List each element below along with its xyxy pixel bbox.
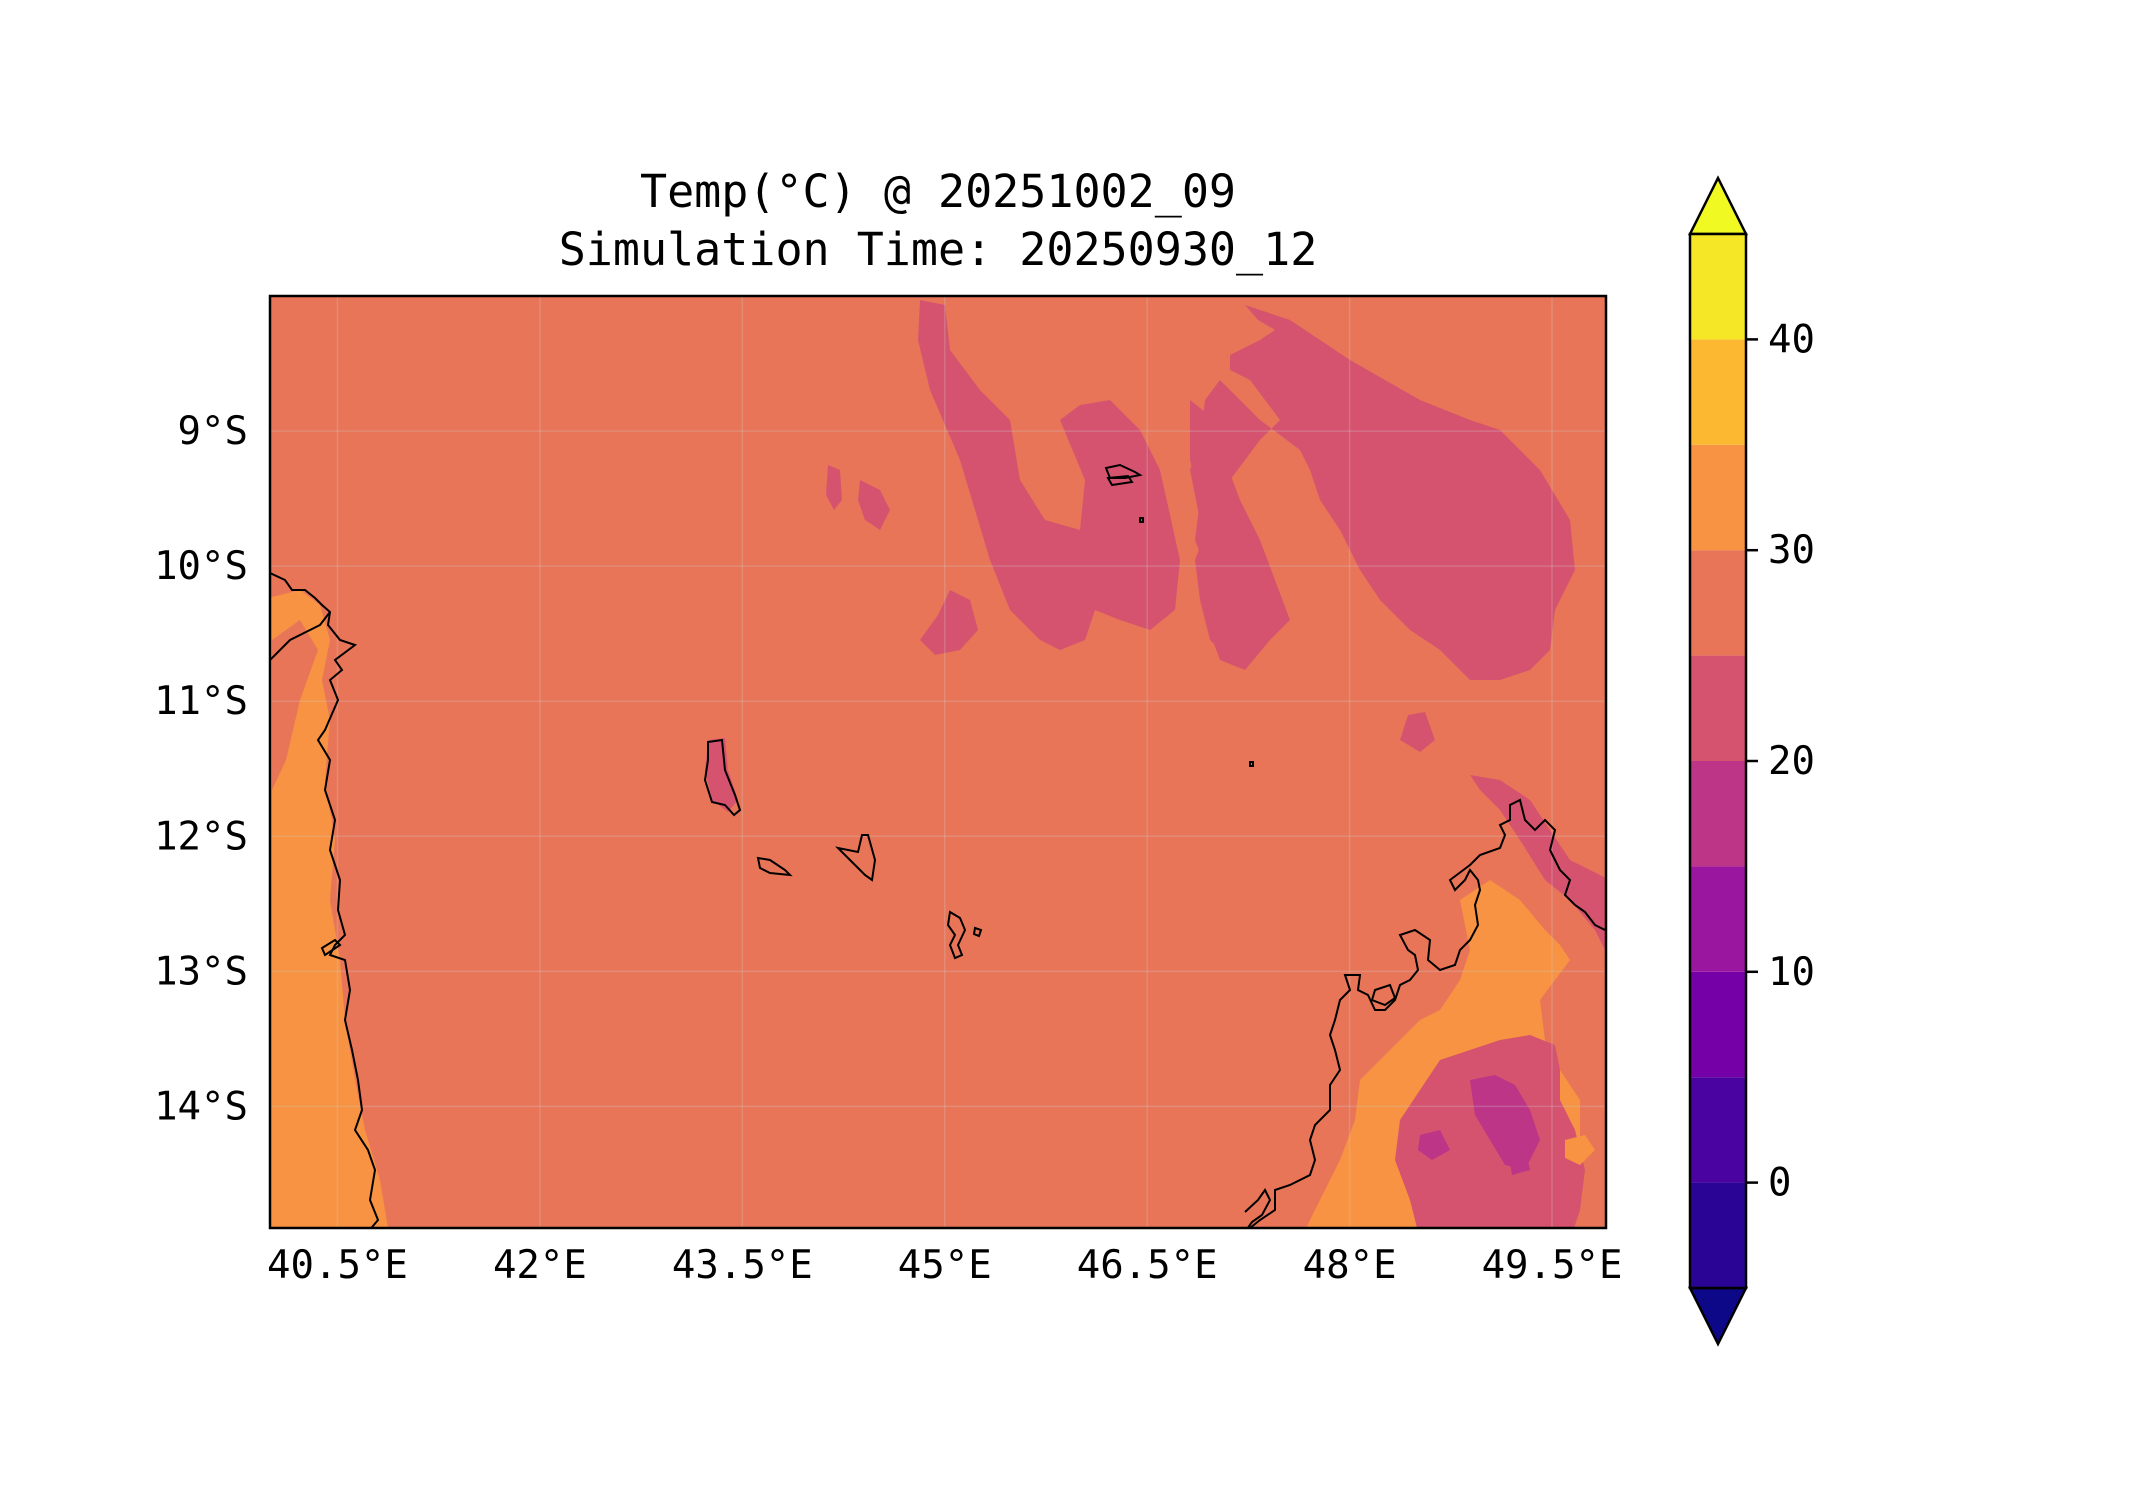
contour-right-cool-edge bbox=[1470, 775, 1606, 952]
colorbar: 0 10 20 30 40 bbox=[1687, 175, 1815, 1347]
contour-north-cool-2 bbox=[1190, 305, 1575, 680]
contour-left-warm-strip bbox=[272, 620, 318, 790]
contour-north-cool-1 bbox=[918, 300, 1180, 650]
contour-north-cool-3 bbox=[1190, 400, 1290, 670]
coastline-madagascar bbox=[1248, 798, 1606, 1228]
x-tick-label: 46.5°E bbox=[1077, 1243, 1218, 1288]
y-tick-label: 14°S bbox=[154, 1084, 248, 1129]
coastline-mayotte-islet bbox=[972, 926, 983, 938]
y-tick-label: 13°S bbox=[154, 949, 248, 994]
x-tick-label: 40.5°E bbox=[267, 1243, 408, 1288]
coastline-anjouan bbox=[834, 834, 877, 882]
coastline-africa-bay bbox=[320, 938, 342, 957]
x-tick-label: 49.5°E bbox=[1482, 1243, 1623, 1288]
x-axis: 40.5°E 42°E 43.5°E 45°E 46.5°E 48°E 49.5°E bbox=[267, 1243, 1622, 1288]
y-tick-label: 10°S bbox=[154, 544, 248, 589]
coastline-islet-2 bbox=[1249, 761, 1254, 767]
colorbar-band bbox=[1690, 971, 1746, 1078]
colorbar-band bbox=[1690, 1077, 1746, 1183]
map-title: Temp(°C) @ 20251002_09 bbox=[639, 165, 1237, 218]
x-tick-label: 48°E bbox=[1303, 1243, 1397, 1288]
coastline-islet-1 bbox=[1139, 517, 1144, 523]
contour-right-cool-deep-3 bbox=[1508, 1148, 1530, 1175]
y-tick-label: 11°S bbox=[154, 679, 248, 724]
y-axis: 9°S 10°S 11°S 12°S 13°S 14°S bbox=[154, 409, 248, 1129]
contour-north-small-2 bbox=[826, 465, 842, 510]
temperature-field bbox=[270, 300, 1606, 1228]
coastline-moheli bbox=[756, 856, 793, 877]
contour-right-warm-edge bbox=[1565, 1135, 1595, 1165]
contour-right-cool-deep-2 bbox=[1418, 1130, 1450, 1160]
colorbar-band bbox=[1690, 761, 1746, 867]
coastline-island-nosy-be bbox=[1370, 983, 1397, 1007]
colorbar-tick-label: 40 bbox=[1768, 317, 1815, 362]
coastline-madagascar-south bbox=[1244, 1188, 1272, 1228]
gridlines bbox=[270, 296, 1606, 1228]
map-frame bbox=[268, 294, 1608, 1230]
x-tick-label: 45°E bbox=[898, 1243, 992, 1288]
colorbar-band bbox=[1690, 655, 1746, 761]
contour-left-warm bbox=[270, 590, 388, 1228]
map-subtitle: Simulation Time: 20250930_12 bbox=[558, 223, 1318, 276]
contour-north-small-3 bbox=[858, 480, 890, 530]
coastlines bbox=[270, 463, 1606, 1228]
colorbar-band bbox=[1690, 444, 1746, 551]
colorbar-tick-label: 20 bbox=[1768, 739, 1815, 784]
contour-north-small-1 bbox=[920, 590, 978, 655]
colorbar-band bbox=[1690, 550, 1746, 656]
contour-north-small-4 bbox=[1400, 712, 1435, 752]
colorbar-under-extension bbox=[1687, 1286, 1749, 1347]
colorbar-band bbox=[1690, 866, 1746, 972]
colorbar-over-extension bbox=[1687, 175, 1749, 236]
y-tick-label: 9°S bbox=[178, 409, 248, 454]
x-tick-label: 42°E bbox=[493, 1243, 587, 1288]
coastline-africa-cape bbox=[270, 611, 331, 661]
colorbar-band bbox=[1690, 234, 1746, 340]
colorbar-tick-label: 30 bbox=[1768, 528, 1815, 573]
map-panel: 40.5°E 42°E 43.5°E 45°E 46.5°E 48°E 49.5°E 9°S… bbox=[154, 294, 1622, 1288]
coastline-mayotte bbox=[946, 910, 967, 960]
colorbar-tick-label: 10 bbox=[1768, 950, 1815, 995]
colorbar-band bbox=[1690, 339, 1746, 445]
y-tick-label: 12°S bbox=[154, 814, 248, 859]
x-tick-label: 43.5°E bbox=[672, 1243, 813, 1288]
coastline-grande-comore bbox=[703, 738, 742, 817]
contour-comoros-cool bbox=[705, 738, 738, 812]
coastline-glorieuses-2 bbox=[1106, 474, 1134, 487]
colorbar-band bbox=[1690, 1182, 1746, 1288]
contour-right-cool-deep bbox=[1470, 1075, 1540, 1170]
colorbar-tick-label: 0 bbox=[1768, 1161, 1791, 1206]
